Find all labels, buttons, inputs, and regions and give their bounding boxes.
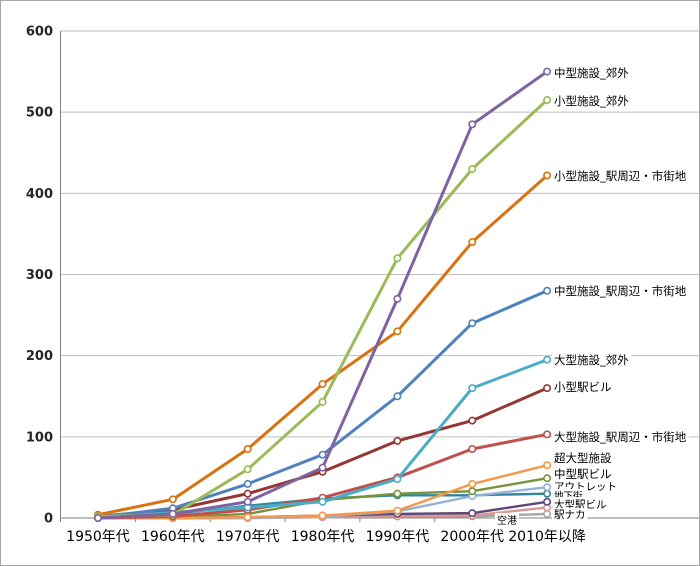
series-marker-中型施設_郊外	[94, 513, 103, 522]
series-marker-大型施設_郊外	[468, 384, 477, 393]
series-marker-地下街	[543, 489, 552, 498]
series-marker-小型施設_駅周辺・市街地	[318, 380, 327, 389]
series-marker-中型駅ビル	[468, 487, 477, 496]
series-marker-大型施設_郊外	[318, 497, 327, 506]
series-label-bg	[552, 450, 614, 466]
series-marker-中型施設_駅周辺・市街地	[243, 479, 252, 488]
series-label-bg	[552, 466, 614, 482]
series-label-中型駅ビル: 中型駅ビル	[554, 467, 612, 481]
x-axis-category-label: 1950年代	[66, 529, 130, 545]
y-axis-tick-label: 100	[26, 430, 53, 445]
series-marker-超大型施設	[393, 506, 402, 515]
series-marker-アウトレット	[543, 483, 552, 492]
series-label-小型施設_駅周辺・市街地: 小型施設_駅周辺・市街地	[554, 169, 687, 183]
series-marker-空港	[543, 509, 552, 518]
y-axis-tick-label: 0	[44, 512, 53, 527]
series-marker-中型施設_郊外	[393, 294, 402, 303]
series-marker-小型施設_駅周辺・市街地	[468, 238, 477, 247]
series-label-大型施設_駅周辺・市街地: 大型施設_駅周辺・市街地	[554, 430, 687, 444]
series-marker-小型施設_郊外	[468, 164, 477, 173]
series-marker-小型施設_郊外	[318, 397, 327, 406]
series-marker-中型施設_駅周辺・市街地	[543, 286, 552, 295]
series-marker-中型施設_駅周辺・市街地	[393, 392, 402, 401]
series-marker-大型施設_駅周辺・市街地	[468, 445, 477, 454]
series-marker-小型施設_駅周辺・市街地	[168, 495, 177, 504]
x-axis-category-label: 1980年代	[291, 529, 355, 545]
y-axis-tick-label: 400	[26, 187, 53, 202]
series-marker-小型施設_駅周辺・市街地	[243, 445, 252, 454]
series-label-bg	[495, 513, 519, 528]
series-marker-中型施設_郊外	[543, 67, 552, 76]
series-marker-中型施設_駅周辺・市街地	[468, 319, 477, 328]
series-label-bg	[552, 65, 632, 81]
series-marker-中型施設_駅周辺・市街地	[318, 450, 327, 459]
series-marker-小型駅ビル	[393, 436, 402, 445]
series-marker-大型駅ビル	[468, 509, 477, 518]
series-label-大型施設_郊外: 大型施設_郊外	[554, 353, 629, 367]
series-marker-小型駅ビル	[543, 384, 552, 393]
series-label-超大型施設: 超大型施設	[554, 451, 612, 465]
series-label-駅ナカ: 駅ナカ	[554, 509, 586, 521]
series-label-小型駅ビル: 小型駅ビル	[554, 380, 612, 394]
series-label-bg	[552, 508, 588, 522]
series-marker-中型施設_郊外	[468, 120, 477, 129]
x-axis-category-label: 1960年代	[141, 529, 205, 545]
series-label-小型施設_郊外: 小型施設_郊外	[554, 94, 629, 108]
series-marker-大型施設_郊外	[543, 355, 552, 364]
series-marker-中型施設_郊外	[168, 509, 177, 518]
series-marker-小型施設_郊外	[243, 465, 252, 474]
series-label-空港: 空港	[497, 514, 517, 527]
series-marker-超大型施設	[468, 479, 477, 488]
series-label-bg	[552, 379, 614, 395]
series-marker-小型施設_駅周辺・市街地	[393, 327, 402, 336]
series-marker-中型施設_郊外	[318, 463, 327, 472]
series-label-bg	[552, 283, 689, 299]
series-marker-小型施設_郊外	[393, 254, 402, 263]
series-label-bg	[552, 93, 632, 109]
series-marker-超大型施設	[243, 513, 252, 522]
series-label-bg	[552, 352, 632, 368]
x-axis-category-label: 2000年代	[440, 529, 504, 545]
series-marker-中型施設_郊外	[243, 497, 252, 506]
series-marker-大型施設_駅周辺・市街地	[543, 430, 552, 439]
series-label-大型駅ビル: 大型駅ビル	[554, 498, 607, 511]
series-marker-超大型施設	[543, 461, 552, 470]
series-marker-小型施設_郊外	[543, 95, 552, 104]
series-label-中型施設_郊外: 中型施設_郊外	[554, 66, 629, 80]
series-marker-中型駅ビル	[543, 474, 552, 483]
x-axis-category-label: 1970年代	[216, 529, 280, 545]
series-marker-大型駅ビル	[543, 497, 552, 506]
series-marker-小型駅ビル	[243, 489, 252, 498]
series-label-bg	[552, 429, 689, 445]
series-marker-中型駅ビル	[393, 489, 402, 498]
y-axis-tick-label: 200	[26, 349, 53, 364]
x-axis-category-label: 1990年代	[366, 529, 430, 545]
series-marker-超大型施設	[318, 511, 327, 520]
series-marker-小型施設_駅周辺・市街地	[543, 171, 552, 180]
series-marker-小型駅ビル	[468, 416, 477, 425]
y-axis-tick-label: 500	[26, 106, 53, 121]
series-marker-大型施設_郊外	[393, 475, 402, 484]
y-axis-tick-label: 600	[26, 25, 53, 40]
y-axis-tick-label: 300	[26, 268, 53, 283]
series-label-bg	[552, 168, 689, 184]
series-label-中型施設_駅周辺・市街地: 中型施設_駅周辺・市街地	[554, 284, 687, 298]
x-axis-category-label: 2010年以降	[508, 529, 586, 545]
